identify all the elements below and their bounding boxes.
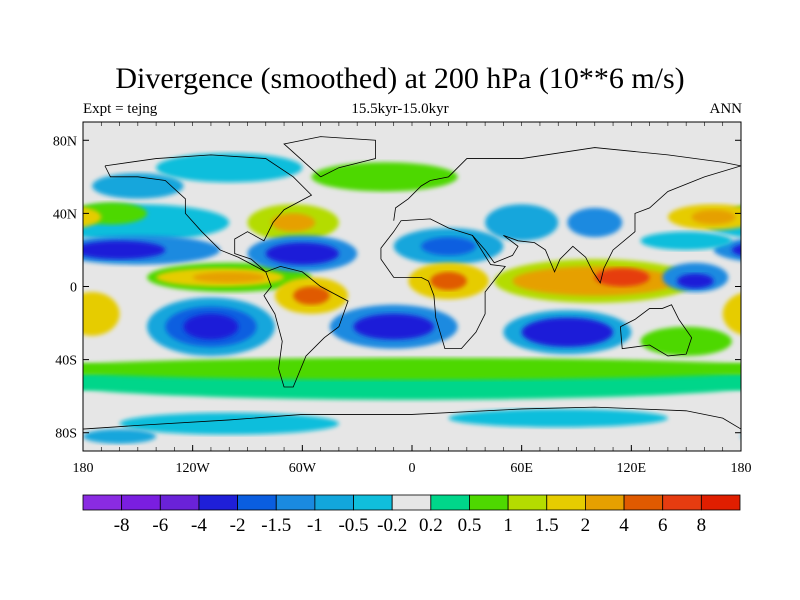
field-contour-region xyxy=(83,357,741,380)
field-contour-region xyxy=(448,408,668,428)
y-tick-label: 0 xyxy=(70,281,77,296)
x-tick-label: 180 xyxy=(73,461,94,476)
field-contour-region xyxy=(83,291,120,336)
field-contour-region xyxy=(83,429,157,444)
colorbar-box xyxy=(391,494,432,511)
colorbar: -8 -6 -4 -2 -1.5 -1 -0.5 -0.2 0.2 0.5 1 1.5 2 4 6 8 xyxy=(82,494,741,536)
colorbar-label: 1 xyxy=(503,515,513,536)
coastline xyxy=(104,154,313,273)
field-contour-region xyxy=(119,412,339,435)
field-contour-region xyxy=(430,271,467,291)
coastlines xyxy=(83,136,741,430)
field-contour-region xyxy=(83,206,102,228)
field-contour-region xyxy=(265,242,339,265)
coastline xyxy=(283,136,376,178)
field-contour-region xyxy=(83,240,166,260)
colorbar-label: -8 xyxy=(114,515,130,536)
colorbar-box xyxy=(159,494,200,511)
y-tick-label: 80S xyxy=(55,427,77,442)
coastline xyxy=(393,147,741,221)
colorbar-label: -2 xyxy=(230,515,246,536)
field-contour-region xyxy=(192,271,266,283)
period-label: 15.5kyr-15.0kyr xyxy=(351,101,449,117)
season-label: ANN xyxy=(709,101,743,117)
field-contour-region xyxy=(704,373,741,390)
field-contour-region xyxy=(485,204,559,241)
colorbar-label: -0.5 xyxy=(338,515,368,536)
field-contour-region xyxy=(741,429,800,444)
colorbar-box xyxy=(507,494,548,511)
colorbar-label: 0.2 xyxy=(419,515,443,536)
colorbar-label: 4 xyxy=(619,515,629,536)
field-contour-region xyxy=(640,231,732,250)
colorbar-box xyxy=(469,494,509,511)
field-contour-region xyxy=(156,153,303,183)
colorbar-box xyxy=(121,494,161,511)
field-contour-region xyxy=(567,207,623,238)
coastline xyxy=(83,406,741,430)
colorbar-label: -1 xyxy=(307,515,323,536)
colorbar-box xyxy=(662,494,702,511)
field-contour-region xyxy=(691,209,736,225)
field-contour-region xyxy=(421,237,476,256)
colorbar-box xyxy=(700,494,741,511)
coastline xyxy=(472,165,741,284)
colorbar-box xyxy=(275,494,316,511)
colorbar-label: -4 xyxy=(191,515,207,536)
field-contour-region xyxy=(512,266,678,296)
coastline xyxy=(619,304,693,357)
colorbar-box xyxy=(237,494,277,511)
field-contour-region xyxy=(704,363,741,374)
colorbar-label: 6 xyxy=(658,515,668,536)
coastline xyxy=(380,218,506,350)
x-tick-label: 180 xyxy=(731,461,752,476)
coastline xyxy=(263,265,349,388)
field-contour-region xyxy=(677,273,714,289)
colorbar-box xyxy=(585,494,625,511)
colorbar-label: -0.2 xyxy=(377,515,407,536)
colorbar-box xyxy=(82,494,123,511)
plot-title: Divergence (smoothed) at 200 hPa (10**6 … xyxy=(115,62,685,95)
field-contour-region xyxy=(293,286,330,305)
field-contour-region xyxy=(83,363,120,374)
colorbar-box xyxy=(623,494,664,511)
colorbar-box xyxy=(198,494,238,511)
colorbar-box xyxy=(353,494,393,511)
x-tick-label: 120W xyxy=(176,461,211,476)
field-contour-region xyxy=(353,313,434,340)
field-contour-region xyxy=(594,268,650,287)
divergence-field xyxy=(83,153,800,444)
field-contour-region xyxy=(731,206,741,221)
x-tick-label: 0 xyxy=(409,461,416,476)
colorbar-box xyxy=(314,494,354,511)
colorbar-label: 2 xyxy=(581,515,591,536)
y-tick-label: 80N xyxy=(53,134,77,149)
colorbar-label: -1.5 xyxy=(261,515,291,536)
field-contour-region xyxy=(271,213,316,232)
experiment-label: Expt = tejng xyxy=(83,101,158,117)
y-tick-label: 40N xyxy=(53,207,77,222)
colorbar-label: 8 xyxy=(697,515,707,536)
field-contour-region xyxy=(521,317,614,347)
x-tick-label: 120E xyxy=(617,461,647,476)
x-tick-label: 60E xyxy=(510,461,533,476)
colorbar-label: -6 xyxy=(152,515,168,536)
colorbar-box xyxy=(546,494,586,511)
field-contour-region xyxy=(183,313,239,340)
field-contour-region xyxy=(722,293,741,335)
colorbar-box xyxy=(430,494,470,511)
field-contour-region xyxy=(311,162,458,192)
field-contour-region xyxy=(83,373,120,390)
axis-ticks: 180 120W 60W 0 60E 120E 180 80N 40N 0 40S 80S xyxy=(53,122,752,476)
x-tick-label: 60W xyxy=(289,461,317,476)
colorbar-label: 1.5 xyxy=(535,515,559,536)
field-contour-region xyxy=(640,326,732,356)
colorbar-label: 0.5 xyxy=(458,515,482,536)
field-contour-region xyxy=(731,244,741,256)
y-tick-label: 40S xyxy=(55,354,77,369)
